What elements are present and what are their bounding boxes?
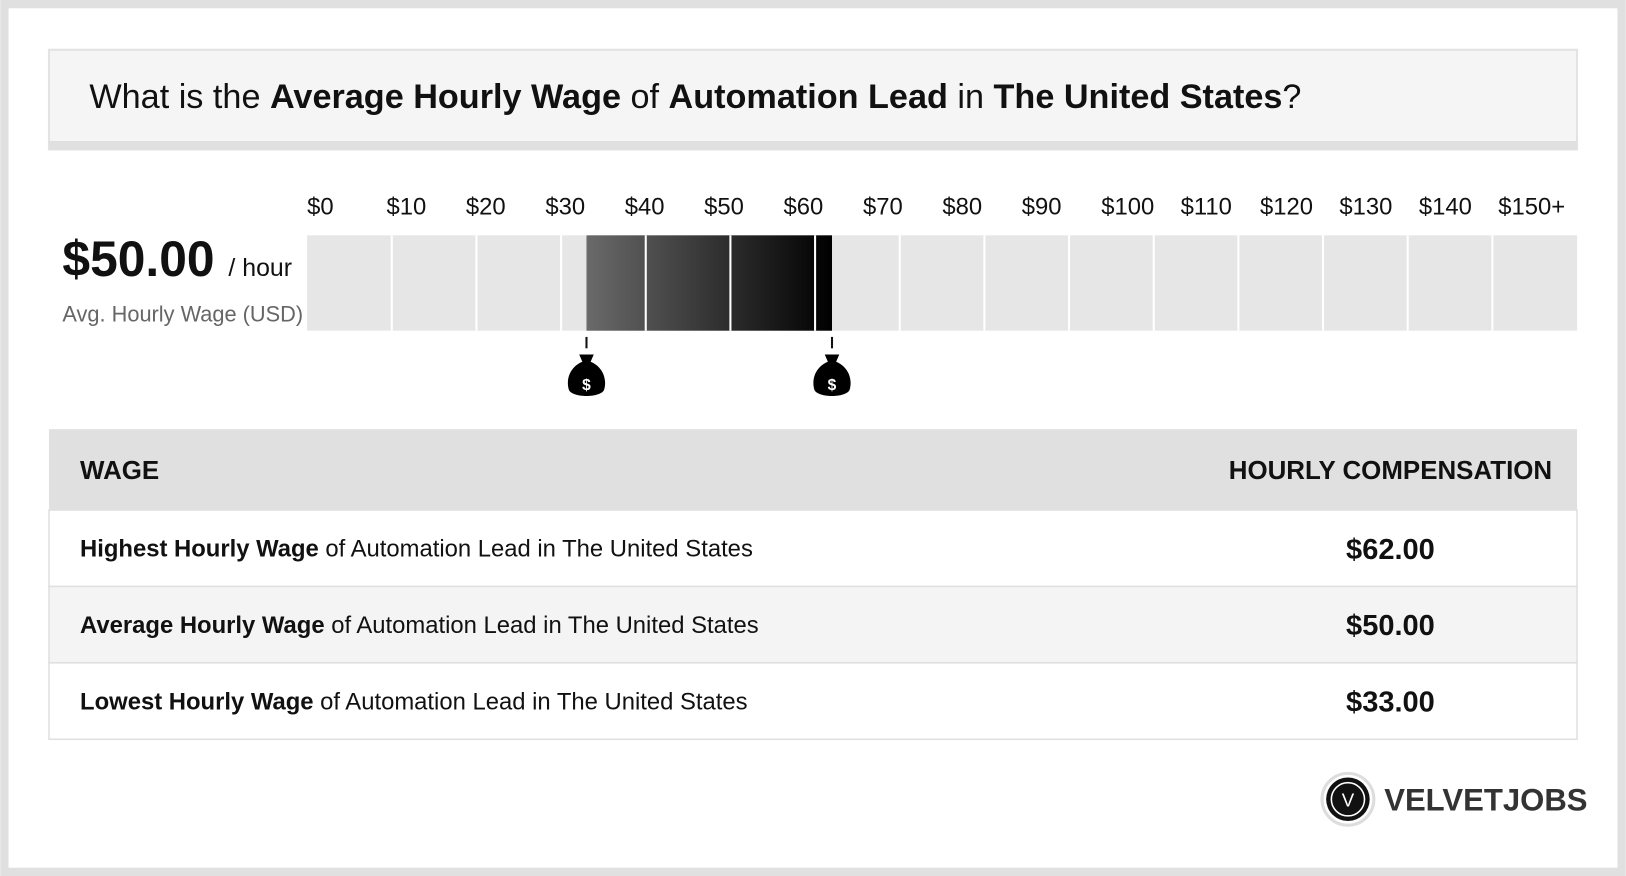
title-word: of: [631, 78, 660, 116]
table-row: [48, 662, 1578, 741]
scale-tick-label: $100: [1101, 194, 1154, 221]
summary-amount: $50.00: [62, 231, 214, 287]
scale-track: [307, 235, 1578, 331]
scale-tick-label: $60: [784, 194, 824, 221]
summary-caption: Avg. Hourly Wage (USD): [62, 301, 303, 326]
scale-tick-label: $40: [625, 194, 665, 221]
scale-tick-label: $80: [942, 194, 982, 221]
money-bag: [813, 354, 851, 397]
scale-tick-label: $90: [1022, 194, 1062, 221]
row-label-rest: of Automation Lead in The United States: [320, 689, 748, 716]
row-value: $62.00: [1346, 534, 1435, 566]
scale-tick-label: $120: [1260, 194, 1313, 221]
money-bag: [567, 354, 606, 397]
wage-range: [586, 235, 833, 331]
row-label-bold: Lowest Hourly Wage: [80, 689, 313, 716]
scale-tick-label: $130: [1339, 194, 1392, 221]
row-label-rest: of Automation Lead in The United States: [331, 612, 759, 639]
row-label-bold: Highest Hourly Wage: [80, 536, 319, 563]
row-label-bold: Average Hourly Wage: [80, 612, 325, 639]
scale-tick-label: $70: [863, 194, 903, 221]
brand-logo-inner: [1330, 781, 1366, 817]
row-label: Average Hourly Wage of Automation Lead i…: [80, 612, 759, 639]
header-box: [47, 48, 1579, 151]
scale-tick-label: $20: [466, 194, 506, 221]
brand-logo-letter: V: [1342, 790, 1355, 811]
row-label: Highest Hourly Wage of Automation Lead i…: [80, 536, 753, 563]
title-word: What is the: [89, 78, 260, 116]
title-word: The United States: [994, 78, 1283, 116]
scale-tick-label: $10: [387, 194, 427, 221]
money-bag-symbol: $: [582, 377, 591, 394]
table-row: [48, 585, 1578, 664]
title-word: Automation Lead: [669, 78, 948, 116]
table-header-cell: WAGE: [80, 457, 159, 485]
summary-unit: / hour: [228, 254, 292, 282]
scale-tick-label: $30: [545, 194, 585, 221]
scale-tick-label: $0: [307, 194, 334, 221]
money-bag-symbol: $: [828, 377, 837, 394]
table-header-cell: HOURLY COMPENSATION: [1229, 457, 1552, 485]
title-word: in: [957, 78, 984, 116]
scale-tick-label: $50: [704, 194, 744, 221]
brand-name: VELVETJOBS: [1384, 783, 1587, 818]
row-value: $50.00: [1346, 610, 1435, 642]
scale-tick-label: $140: [1419, 194, 1472, 221]
title-word: ?: [1282, 78, 1301, 116]
row-label: Lowest Hourly Wage of Automation Lead in…: [80, 689, 748, 716]
table-header-row: [48, 429, 1578, 511]
title-word: Average Hourly Wage: [270, 78, 621, 116]
header-title: What is the Average Hourly Wage of Autom…: [89, 78, 1301, 116]
row-value: $33.00: [1346, 687, 1435, 719]
table-body: Highest Hourly Wage of Automation Lead i…: [48, 509, 1578, 741]
summary-value: $50.00 / hour: [62, 231, 292, 287]
brand-logo: [1326, 777, 1370, 822]
header-underline: [48, 140, 1578, 151]
scale-tick-label: $150+: [1498, 194, 1565, 221]
row-label-rest: of Automation Lead in The United States: [325, 536, 753, 563]
scale-tick-label: $110: [1181, 194, 1232, 221]
wage-scale: $0 $10 $20 $30 $40 $50 $60 $70 $80 $90 $100 $110 $12…: [307, 194, 1578, 397]
table-row: [48, 509, 1578, 588]
